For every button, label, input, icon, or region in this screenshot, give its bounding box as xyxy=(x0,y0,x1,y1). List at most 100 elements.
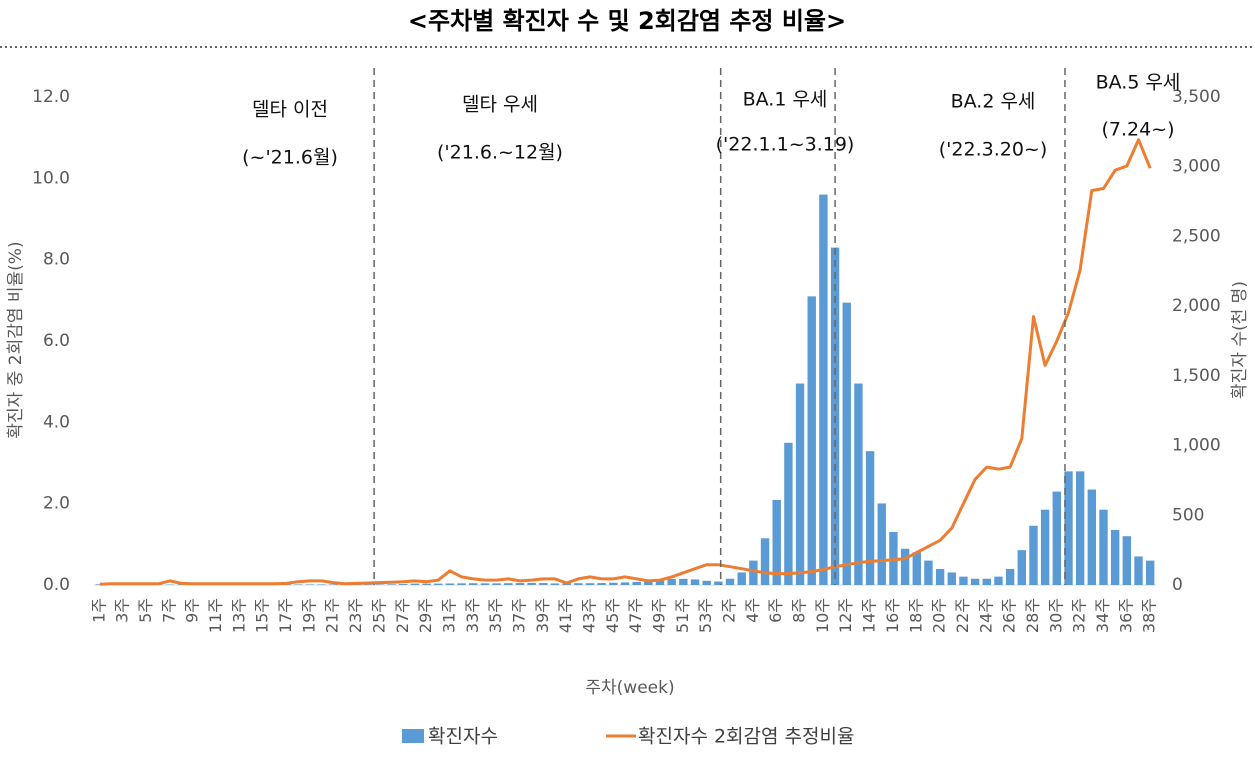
bar xyxy=(854,383,863,585)
bar xyxy=(399,584,408,585)
y2-tick-label: 500 xyxy=(1172,505,1204,525)
bar xyxy=(527,582,536,585)
x-tick-label: 16주 xyxy=(883,598,902,633)
x-tick-label: 14주 xyxy=(860,598,879,633)
annotation: BA.1 우세 xyxy=(743,89,828,111)
y-tick-label: 6.0 xyxy=(43,331,70,351)
bar xyxy=(305,584,315,585)
bar xyxy=(644,581,653,585)
annotation: ('22.3.20~) xyxy=(939,139,1048,161)
x-tick-label: 22주 xyxy=(953,598,972,633)
x-tick-label: 10주 xyxy=(813,598,832,633)
chart-title: <주차별 확진자 수 및 2회감염 추정 비율> xyxy=(408,7,846,35)
annotation: 델타 이전 xyxy=(252,99,328,121)
y-tick-label: 0.0 xyxy=(43,575,70,595)
bar xyxy=(912,552,921,585)
bar xyxy=(795,383,805,585)
bar xyxy=(842,302,851,585)
bar xyxy=(457,583,466,585)
bar xyxy=(1017,550,1026,585)
x-tick-label: 39주 xyxy=(533,598,552,633)
x-tick-label: 35주 xyxy=(486,598,505,633)
bar xyxy=(620,582,630,585)
x-tick-label: 1주 xyxy=(89,598,108,623)
bar xyxy=(1134,556,1143,585)
bar xyxy=(865,451,875,585)
bar xyxy=(375,584,385,585)
bar xyxy=(737,572,746,585)
line xyxy=(99,138,1152,586)
x-tick-label: 28주 xyxy=(1023,598,1042,633)
x-tick-label: 19주 xyxy=(299,598,318,633)
bar xyxy=(1064,471,1073,585)
bar xyxy=(515,583,525,585)
bar xyxy=(539,583,548,585)
legend-label: 확진자수 xyxy=(428,726,498,748)
x-tick-label: 8주 xyxy=(790,598,809,623)
bar xyxy=(924,560,933,585)
bar xyxy=(422,583,431,585)
y2-tick-label: 2,500 xyxy=(1172,226,1221,246)
y2-tick-label: 1,000 xyxy=(1172,436,1221,456)
x-tick-label: 23주 xyxy=(346,598,365,633)
y2-axis-label: 확진자 수(천 명) xyxy=(1230,281,1250,399)
bar xyxy=(574,583,583,585)
y-tick-label: 12.0 xyxy=(32,87,70,107)
y2-tick-label: 3,000 xyxy=(1172,157,1221,177)
x-tick-label: 45주 xyxy=(603,598,622,633)
bar xyxy=(655,580,665,585)
bar xyxy=(434,583,443,585)
x-tick-label: 41주 xyxy=(556,598,575,633)
x-tick-label: 29주 xyxy=(416,598,435,633)
bar xyxy=(1005,568,1015,585)
x-tick-label: 43주 xyxy=(579,598,598,633)
x-tick-label: 15주 xyxy=(253,598,272,633)
bar xyxy=(492,583,501,585)
annotation: ('22.1.1~3.19) xyxy=(716,134,855,156)
bar xyxy=(550,583,560,585)
bar xyxy=(1099,509,1108,585)
y-tick-label: 2.0 xyxy=(43,494,70,514)
bar xyxy=(480,583,490,585)
annotation: (7.24~) xyxy=(1101,119,1174,141)
bar xyxy=(294,584,303,585)
bar xyxy=(749,560,758,585)
x-tick-label: 37주 xyxy=(509,598,528,633)
bar xyxy=(819,194,828,585)
bar xyxy=(504,583,513,585)
x-tick-label: 49주 xyxy=(650,598,669,633)
x-tick-label: 33주 xyxy=(463,598,482,633)
y-tick-label: 4.0 xyxy=(43,412,70,432)
bar xyxy=(760,538,770,585)
bar xyxy=(1075,471,1085,585)
y-tick-label: 10.0 xyxy=(32,168,70,188)
x-tick-label: 17주 xyxy=(276,598,295,633)
x-tick-label: 32주 xyxy=(1070,598,1089,633)
x-tick-label: 24주 xyxy=(976,598,995,633)
x-tick-label: 30주 xyxy=(1046,598,1065,633)
bar xyxy=(959,576,968,585)
annotation: ('21.6.~12월) xyxy=(437,142,563,164)
y2-tick-label: 2,000 xyxy=(1172,296,1221,316)
x-tick-label: 5주 xyxy=(136,598,155,623)
bar xyxy=(317,584,326,585)
bar xyxy=(1029,525,1038,585)
x-tick-label: 36주 xyxy=(1116,598,1135,633)
bar xyxy=(329,584,338,585)
bar xyxy=(947,572,956,585)
bar xyxy=(1087,489,1097,585)
bar xyxy=(900,548,910,585)
bar xyxy=(994,576,1003,585)
x-tick-label: 25주 xyxy=(369,598,388,633)
bar xyxy=(935,568,945,585)
x-tick-label: 4주 xyxy=(743,598,762,623)
bar xyxy=(445,583,455,585)
bar xyxy=(679,578,688,585)
x-tick-label: 27주 xyxy=(393,598,412,633)
y2-tick-label: 0 xyxy=(1172,575,1183,595)
x-tick-label: 21주 xyxy=(323,598,342,633)
bar xyxy=(784,442,793,585)
annotation: BA.5 우세 xyxy=(1096,72,1181,94)
bar xyxy=(469,583,478,585)
